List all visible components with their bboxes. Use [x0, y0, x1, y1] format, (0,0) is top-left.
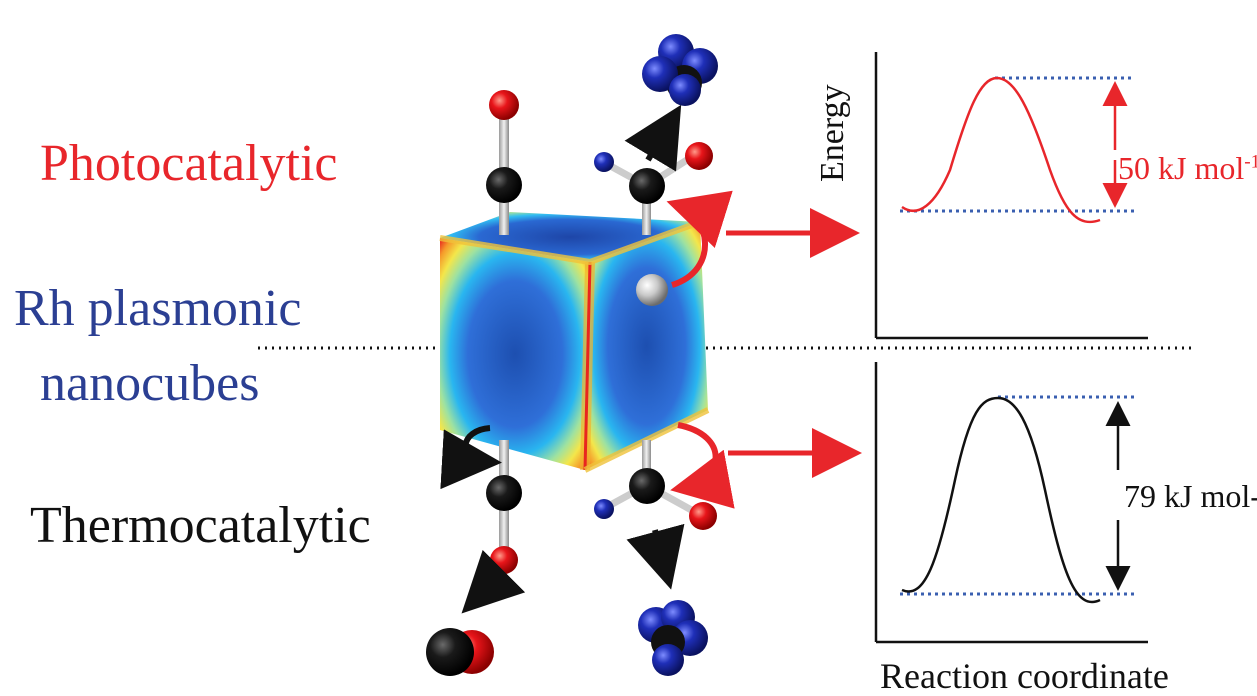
barrier-unit-superscript: -1	[1244, 151, 1257, 173]
barrier-value-photo: 50 kJ mol	[1118, 150, 1245, 186]
energy-curve-thermo	[901, 396, 1101, 604]
label-photocatalytic: Photocatalytic	[40, 135, 338, 192]
thermo-curved-arrow-left	[440, 425, 502, 490]
photo-curved-arrow	[666, 190, 733, 288]
methane-molecule-bottom	[638, 600, 708, 676]
methane-release-arrow-bottom	[626, 523, 685, 590]
co-molecule-bottom	[486, 440, 522, 574]
y-axis-label-energy: Energy	[814, 84, 851, 182]
methane-release-arrow-top	[624, 104, 682, 172]
co-release-arrow	[461, 549, 526, 614]
hydrogen-atom	[636, 274, 668, 306]
barrier-label-thermo: 79 kJ mol-1	[1124, 478, 1257, 514]
barrier-label-photo: 50 kJ mol-1	[1118, 152, 1257, 184]
energy-plot-photo	[874, 52, 1148, 340]
label-rh-plasmonic: Rh plasmonic	[14, 280, 302, 337]
cube-left-face	[440, 238, 590, 470]
thermo-curved-arrow-right	[670, 422, 735, 509]
methane-molecule-top	[642, 34, 718, 106]
energy-plot-thermo	[874, 362, 1148, 644]
energy-curve-photo	[901, 76, 1101, 224]
co-product-molecule	[426, 628, 494, 676]
label-nanocubes: nanocubes	[40, 355, 260, 412]
x-axis-label-reaction-coordinate: Reaction coordinate	[880, 656, 1169, 696]
label-thermocatalytic: Thermocatalytic	[30, 497, 371, 554]
co-molecule-top	[486, 90, 522, 235]
